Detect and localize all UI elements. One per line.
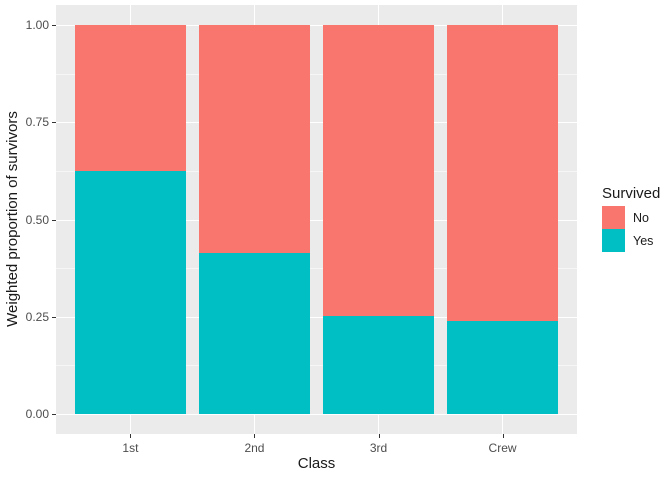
- x-tick-label: 1st: [122, 441, 139, 455]
- y-tick-label: 0.75: [25, 115, 49, 130]
- legend-title: Survived: [602, 185, 661, 202]
- gridline-minor: [56, 268, 577, 270]
- legend-label-yes: Yes: [633, 233, 654, 248]
- bar-segment-yes-2nd: [198, 252, 311, 414]
- x-tick-label: 3rd: [369, 441, 388, 455]
- legend-swatch-no: [602, 206, 625, 229]
- x-tick-mark: [130, 434, 132, 438]
- bar-segment-no-crew: [446, 25, 559, 321]
- y-tick-mark: [52, 414, 56, 415]
- gridline-major: [56, 316, 577, 318]
- bar-segment-no-2nd: [198, 25, 311, 253]
- bar-segment-yes-1st: [74, 170, 187, 414]
- gridline-major: [56, 219, 577, 221]
- y-tick-label: 1.00: [25, 18, 49, 32]
- gridline-major: [56, 414, 577, 415]
- gridline-major: [56, 122, 577, 124]
- plot-panel: [56, 5, 577, 434]
- legend: Survived No Yes: [594, 185, 672, 252]
- y-tick-label: 0.00: [25, 407, 49, 421]
- y-tick-label: 0.50: [25, 212, 49, 227]
- x-axis-title: Class: [297, 455, 336, 472]
- bar-segment-yes-crew: [446, 320, 559, 414]
- gridline-major: [56, 25, 577, 26]
- bar-segment-no-3rd: [322, 25, 435, 316]
- legend-swatch-yes: [602, 229, 625, 252]
- legend-label-no: No: [633, 210, 649, 225]
- y-tick-mark: [52, 25, 56, 26]
- bar-segment-yes-3rd: [322, 315, 435, 414]
- gridline-minor: [56, 170, 577, 172]
- legend-keys: No Yes: [594, 206, 672, 252]
- gridline-minor: [56, 365, 577, 367]
- gridline-minor: [56, 73, 577, 75]
- legend-entry-no: No: [594, 206, 672, 229]
- y-tick-label: 0.25: [25, 309, 49, 324]
- y-tick-mark: [52, 122, 56, 124]
- x-tick-label: 2nd: [244, 441, 265, 455]
- y-tick-mark: [52, 219, 56, 221]
- x-tick-mark: [254, 434, 256, 438]
- legend-entry-yes: Yes: [594, 229, 672, 252]
- x-tick-mark: [378, 434, 380, 438]
- bar-segment-no-1st: [74, 25, 187, 171]
- x-tick-mark: [502, 434, 504, 438]
- x-tick-label: Crew: [488, 441, 517, 455]
- y-tick-mark: [52, 316, 56, 318]
